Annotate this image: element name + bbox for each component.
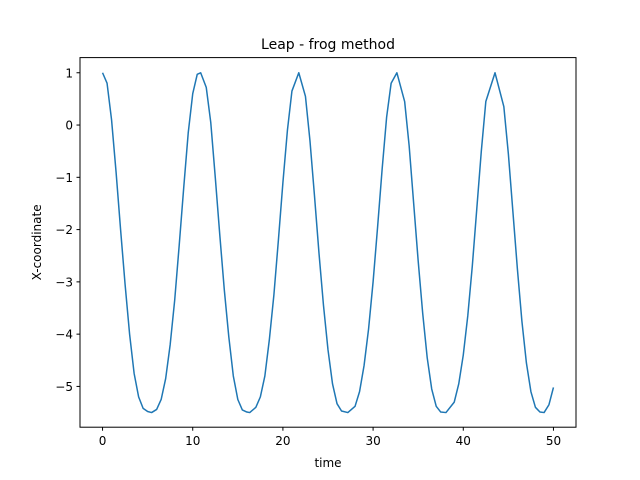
y-axis-label: X-coordinate: [30, 204, 44, 280]
y-tick-label: −5: [55, 380, 73, 394]
y-tick-label: −3: [55, 275, 73, 289]
x-tick-label: 0: [99, 434, 107, 448]
x-axis-label: time: [314, 456, 341, 470]
y-tick-label: −4: [55, 328, 73, 342]
x-tick-label: 20: [275, 434, 290, 448]
axes-frame: [79, 57, 577, 428]
plot-area: [101, 72, 555, 414]
x-tick-label: 50: [546, 434, 561, 448]
y-axis-ticks: 1 0 −1 −2 −3 −4 −5: [55, 66, 80, 394]
y-tick-label: 1: [65, 66, 73, 80]
y-tick-label: 0: [65, 119, 73, 133]
chart-title: Leap - frog method: [261, 37, 395, 53]
x-axis-ticks: 0 10 20 30 40 50: [99, 427, 561, 448]
x-tick-label: 10: [185, 434, 200, 448]
x-tick-label: 40: [456, 434, 471, 448]
y-tick-label: −2: [55, 223, 73, 237]
x-tick-label: 30: [365, 434, 380, 448]
y-tick-label: −1: [55, 171, 73, 185]
series-line-0: [101, 72, 555, 414]
